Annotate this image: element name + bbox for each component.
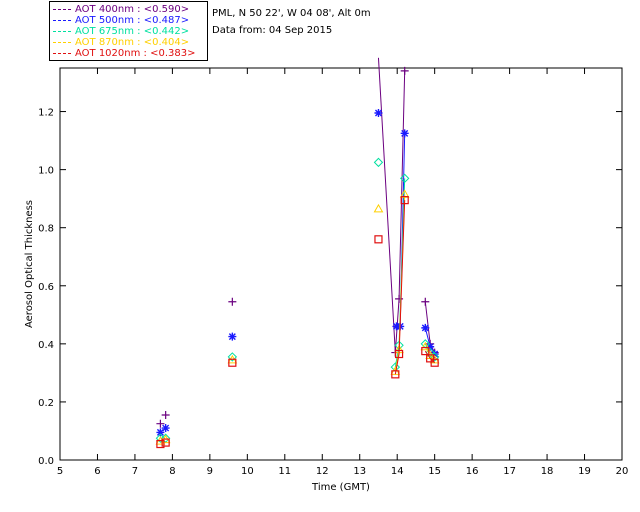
data-point — [228, 358, 237, 367]
data-point — [400, 196, 409, 205]
data-point — [228, 332, 237, 341]
legend-swatch-400nm — [53, 8, 71, 10]
site-info: PML, N 50 22', W 04 08', Alt 0m — [212, 8, 371, 19]
data-date: Data from: 04 Sep 2015 — [212, 25, 333, 36]
y-tick-label: 0.8 — [38, 224, 54, 235]
data-point — [420, 341, 431, 351]
data-point — [399, 189, 410, 198]
data-point — [395, 294, 404, 303]
data-point — [430, 358, 439, 367]
legend-swatch-675nm — [53, 30, 71, 32]
data-point — [400, 66, 409, 75]
data-point — [426, 354, 435, 363]
legend-label-500nm: AOT 500nm : <0.487> — [75, 15, 190, 26]
data-point — [430, 350, 439, 359]
legend-label-400nm: AOT 400nm : <0.590> — [75, 4, 190, 15]
data-point — [161, 424, 170, 433]
data-point — [399, 173, 410, 184]
legend-label-870nm: AOT 870nm : <0.404> — [75, 37, 190, 48]
x-tick-label: 5 — [57, 466, 63, 477]
data-point — [373, 203, 384, 213]
legend-swatch-500nm — [53, 19, 71, 21]
data-point — [156, 428, 165, 437]
x-tick-label: 9 — [207, 466, 213, 477]
x-tick-label: 11 — [278, 466, 291, 477]
y-tick-label: 0.2 — [38, 398, 54, 409]
legend-swatch-1020nm — [53, 52, 71, 54]
series-line — [394, 200, 406, 375]
data-point — [421, 297, 430, 306]
axes: 5 6 7 8 9 10 11 12 13 14 15 16 17 18 19 20 0.0 0.2 0.4 0.6 0… — [38, 67, 629, 477]
legend-swatch-870nm — [53, 41, 71, 43]
chart-marks — [155, 57, 440, 449]
x-tick-label: 10 — [241, 466, 254, 477]
y-tick-label: 0.0 — [38, 456, 54, 467]
x-tick-label: 12 — [316, 466, 329, 477]
data-point — [156, 419, 165, 428]
x-tick-label: 7 — [132, 466, 138, 477]
data-point — [373, 157, 384, 168]
data-point — [421, 323, 430, 332]
data-point — [400, 129, 409, 138]
data-point — [391, 370, 400, 379]
x-axis-label: Time (GMT) — [311, 482, 370, 493]
y-axis-label: Aerosol Optical Thickness — [24, 200, 35, 328]
data-point — [161, 410, 170, 419]
series-2 — [155, 157, 440, 443]
x-tick-label: 13 — [353, 466, 366, 477]
series-3 — [155, 189, 440, 445]
x-tick-label: 19 — [578, 466, 591, 477]
x-tick-label: 8 — [169, 466, 175, 477]
legend-label-1020nm: AOT 1020nm : <0.383> — [75, 48, 196, 59]
x-tick-label: 17 — [503, 466, 516, 477]
series-1 — [156, 109, 439, 437]
legend-label-675nm: AOT 675nm : <0.442> — [75, 26, 190, 37]
legend-entry-675nm: AOT 675nm : <0.442> — [53, 26, 189, 38]
data-point — [374, 109, 383, 118]
x-tick-label: 20 — [616, 466, 629, 477]
data-point — [421, 347, 430, 356]
data-point — [228, 297, 237, 306]
data-point — [156, 439, 165, 449]
data-point — [227, 352, 238, 362]
x-tick-label: 6 — [94, 466, 100, 477]
legend-entry-870nm: AOT 870nm : <0.404> — [53, 37, 189, 49]
data-point — [374, 235, 383, 244]
data-point — [394, 349, 404, 359]
x-tick-label: 15 — [428, 466, 441, 477]
series-4 — [156, 196, 439, 449]
series-0 — [156, 57, 439, 428]
x-tick-label: 14 — [391, 466, 404, 477]
y-tick-label: 0.4 — [38, 340, 54, 351]
legend-entry-500nm: AOT 500nm : <0.487> — [53, 15, 189, 27]
data-point — [426, 342, 435, 351]
legend-entry-400nm: AOT 400nm : <0.590> — [53, 4, 189, 16]
x-tick-label: 16 — [466, 466, 479, 477]
legend-entry-1020nm: AOT 1020nm : <0.383> — [53, 48, 195, 60]
x-tick-label: 18 — [541, 466, 554, 477]
y-tick-label: 1.0 — [38, 166, 54, 177]
y-tick-label: 0.6 — [38, 282, 54, 293]
data-point — [161, 438, 170, 447]
plot-frame — [59, 67, 623, 461]
legend: AOT 400nm : <0.590> AOT 500nm : <0.487> … — [49, 1, 208, 61]
y-tick-label: 1.2 — [38, 108, 54, 119]
